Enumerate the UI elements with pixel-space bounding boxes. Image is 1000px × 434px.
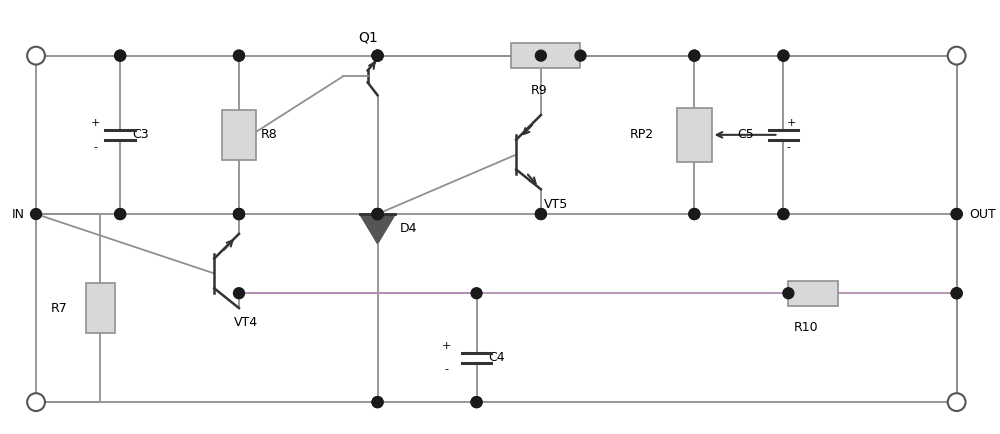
Text: C4: C4 xyxy=(488,351,505,364)
FancyBboxPatch shape xyxy=(788,281,838,306)
Circle shape xyxy=(234,209,244,220)
Circle shape xyxy=(115,209,126,220)
Text: R9: R9 xyxy=(531,84,548,97)
Circle shape xyxy=(372,209,383,220)
Circle shape xyxy=(115,209,126,220)
Circle shape xyxy=(778,209,789,220)
Circle shape xyxy=(778,50,789,61)
Text: IN: IN xyxy=(11,207,24,220)
Text: +: + xyxy=(442,341,452,351)
Circle shape xyxy=(115,50,126,61)
Text: OUT: OUT xyxy=(970,207,996,220)
Circle shape xyxy=(689,50,700,61)
Text: -: - xyxy=(445,365,449,375)
Circle shape xyxy=(372,397,383,408)
Text: C3: C3 xyxy=(132,128,149,141)
FancyBboxPatch shape xyxy=(677,108,712,162)
Circle shape xyxy=(951,288,962,299)
Circle shape xyxy=(951,209,962,220)
Circle shape xyxy=(234,209,244,220)
Circle shape xyxy=(471,288,482,299)
Circle shape xyxy=(372,209,383,220)
Circle shape xyxy=(951,397,962,408)
Text: -: - xyxy=(93,142,97,152)
Text: R8: R8 xyxy=(261,128,277,141)
Circle shape xyxy=(535,50,546,61)
Circle shape xyxy=(372,50,383,61)
Circle shape xyxy=(689,209,700,220)
FancyBboxPatch shape xyxy=(511,43,580,68)
Circle shape xyxy=(948,47,966,65)
Circle shape xyxy=(234,50,244,61)
Text: R7: R7 xyxy=(51,302,68,315)
Text: VT5: VT5 xyxy=(544,197,568,210)
Circle shape xyxy=(234,50,244,61)
FancyBboxPatch shape xyxy=(222,110,256,160)
Circle shape xyxy=(689,50,700,61)
Circle shape xyxy=(951,288,962,299)
Circle shape xyxy=(234,209,244,220)
Circle shape xyxy=(27,393,45,411)
Text: R10: R10 xyxy=(793,321,818,334)
Circle shape xyxy=(535,209,546,220)
Circle shape xyxy=(372,397,383,408)
Circle shape xyxy=(27,47,45,65)
Text: C5: C5 xyxy=(737,128,754,141)
Circle shape xyxy=(948,393,966,411)
Circle shape xyxy=(783,288,794,299)
Text: +: + xyxy=(91,118,100,128)
Text: VT4: VT4 xyxy=(234,316,258,329)
Circle shape xyxy=(115,50,126,61)
Circle shape xyxy=(372,209,383,220)
Circle shape xyxy=(234,288,244,299)
Circle shape xyxy=(575,50,586,61)
Polygon shape xyxy=(360,214,395,244)
Circle shape xyxy=(31,397,41,408)
Text: Q1: Q1 xyxy=(358,31,378,45)
Circle shape xyxy=(372,209,383,220)
Circle shape xyxy=(778,209,789,220)
Circle shape xyxy=(471,397,482,408)
Text: RP2: RP2 xyxy=(630,128,654,141)
Circle shape xyxy=(372,50,383,61)
Circle shape xyxy=(689,209,700,220)
Circle shape xyxy=(31,209,41,220)
Circle shape xyxy=(535,209,546,220)
Text: D4: D4 xyxy=(399,222,417,235)
Circle shape xyxy=(372,50,383,61)
Circle shape xyxy=(951,209,962,220)
Text: +: + xyxy=(786,118,796,128)
Text: -: - xyxy=(786,142,790,152)
Circle shape xyxy=(778,50,789,61)
FancyBboxPatch shape xyxy=(86,283,115,333)
Circle shape xyxy=(471,397,482,408)
